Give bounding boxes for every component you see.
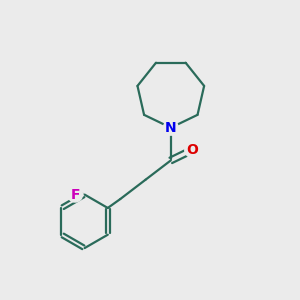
Circle shape xyxy=(68,187,82,202)
Text: O: O xyxy=(186,143,198,157)
Text: F: F xyxy=(70,188,80,202)
Circle shape xyxy=(185,142,200,158)
Text: N: N xyxy=(165,121,177,135)
Circle shape xyxy=(164,120,178,135)
